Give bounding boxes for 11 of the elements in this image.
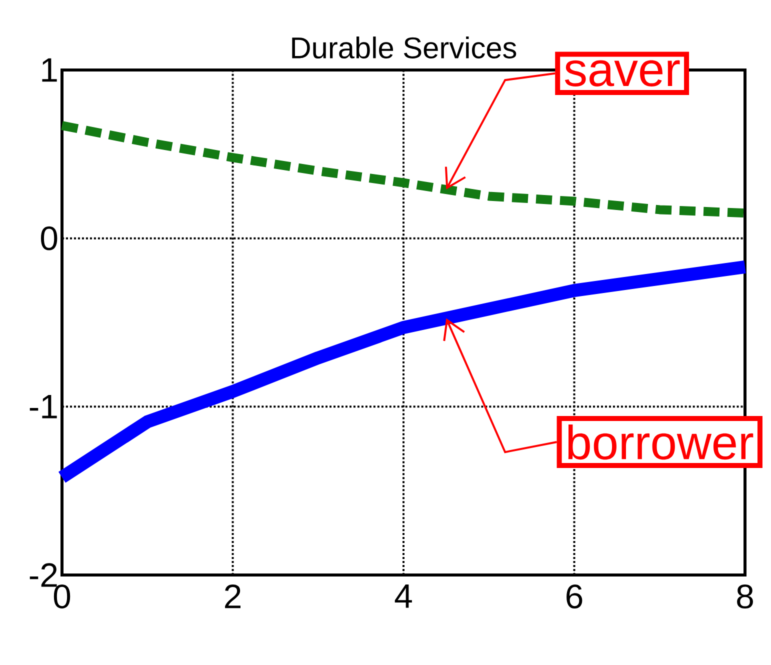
x-tick-label: 4 — [394, 584, 412, 608]
text: saver — [564, 60, 680, 86]
x-tick-label: 6 — [566, 584, 582, 608]
x-tick-label: 2 — [225, 584, 240, 608]
x-tick-label: 8 — [737, 584, 753, 608]
text: borrower — [568, 424, 754, 460]
y-tick-label: -2 — [30, 563, 57, 587]
y-tick-label: 1 — [42, 58, 57, 82]
chart-title: Durable Services — [292, 36, 516, 58]
y-tick-label: -1 — [30, 394, 57, 418]
y-tick-label: 0 — [40, 226, 58, 250]
